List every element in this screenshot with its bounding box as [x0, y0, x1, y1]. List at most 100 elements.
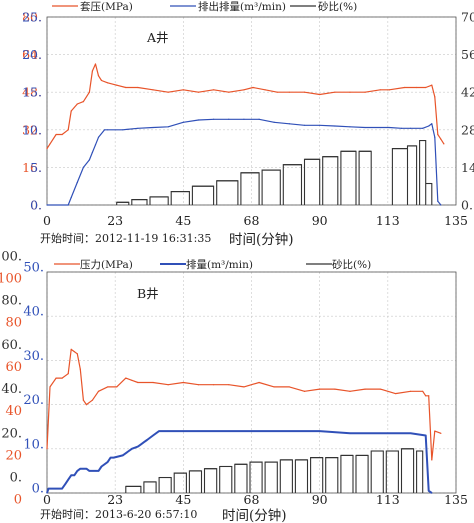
y-tick-label-0: 16.	[22, 160, 42, 175]
y-tick-label-2: 80.	[1, 294, 22, 309]
data-point-0	[131, 379, 133, 381]
data-point-0	[319, 388, 321, 390]
chart-panel-b: 0.10.20.30.40.50.0204060801000.20.40.60.…	[0, 250, 468, 523]
data-point-0	[91, 70, 94, 72]
y-tick-label-0: 48.	[22, 85, 42, 100]
data-point-0	[76, 353, 78, 355]
data-point-1	[258, 430, 260, 432]
data-point-0	[431, 84, 433, 86]
x-tick-label: 68	[244, 492, 260, 507]
data-point-0	[379, 388, 381, 390]
data-point-0	[440, 432, 442, 434]
data-point-0	[319, 93, 321, 96]
data-point-0	[431, 459, 433, 461]
y-tick-label-2: 20.	[1, 426, 22, 441]
data-point-0	[264, 89, 266, 91]
legend-entry: 排量(m³/min)	[186, 258, 253, 271]
data-point-0	[137, 86, 139, 89]
data-point-0	[258, 381, 260, 384]
data-point-0	[228, 384, 230, 386]
y-tick-label-1: 0.	[30, 198, 42, 213]
y-tick-label-0: 0.	[30, 198, 42, 213]
data-point-1	[125, 452, 127, 454]
data-point-1	[434, 136, 436, 138]
data-point-0	[388, 89, 390, 91]
x-tick-label: 45	[175, 492, 191, 507]
data-point-1	[122, 454, 124, 457]
y-tick-label-2: 56.	[461, 47, 474, 62]
data-point-0	[167, 384, 169, 386]
x-axis-label: 时间(分钟)	[229, 231, 294, 248]
start-time-label: 开始时间：2012-11-19 16:31:35	[40, 231, 211, 245]
data-point-0	[243, 89, 245, 91]
y-tick-label-1: 10.	[22, 122, 42, 137]
data-point-0	[125, 86, 127, 89]
y-tick-label-1: 20.	[22, 47, 42, 62]
data-point-0	[443, 143, 445, 145]
y-tick-label-2: 100.	[0, 250, 22, 265]
data-point-1	[152, 434, 154, 437]
x-tick-label: 113	[376, 213, 400, 228]
data-point-1	[288, 123, 290, 125]
series-line-1	[47, 118, 442, 206]
y-tick-label-0: 40.	[23, 305, 44, 320]
y-tick-label-2: 40.	[1, 382, 22, 397]
x-tick-label: 135	[444, 213, 468, 228]
data-point-0	[82, 101, 84, 103]
data-point-0	[276, 91, 278, 93]
x-tick-label: 23	[107, 492, 123, 507]
data-point-1	[79, 468, 81, 470]
data-point-0	[125, 377, 127, 379]
data-point-0	[288, 386, 290, 388]
data-point-0	[182, 89, 184, 91]
data-point-0	[364, 388, 366, 390]
data-point-0	[182, 381, 184, 384]
legend-entry: 砂比(%)	[332, 258, 371, 271]
data-point-1	[100, 465, 103, 468]
data-point-1	[228, 118, 230, 120]
series-line-0	[46, 63, 445, 149]
y-tick-label-1: 20	[5, 448, 22, 463]
data-point-1	[94, 470, 97, 472]
data-point-1	[431, 123, 433, 125]
y-tick-label-2: 0.	[461, 198, 473, 213]
data-point-0	[349, 390, 351, 392]
data-point-1	[110, 457, 112, 459]
series-stages-2	[116, 139, 433, 205]
data-point-0	[73, 350, 75, 353]
data-point-0	[440, 138, 442, 140]
x-tick-label: 45	[175, 213, 191, 228]
data-point-0	[85, 404, 87, 406]
data-point-0	[100, 79, 103, 82]
data-point-0	[116, 386, 118, 388]
y-tick-label-2: 60.	[1, 338, 22, 353]
series-line-1	[46, 430, 433, 494]
data-point-0	[213, 384, 215, 386]
y-tick-label-2: 14.	[461, 160, 474, 175]
data-point-0	[46, 448, 48, 450]
data-point-1	[47, 487, 50, 490]
data-point-1	[388, 126, 390, 129]
data-point-1	[428, 125, 430, 127]
data-point-0	[67, 129, 69, 131]
data-point-1	[422, 127, 424, 129]
data-point-0	[49, 386, 51, 388]
data-point-1	[97, 470, 100, 472]
data-point-0	[428, 395, 430, 397]
data-point-1	[88, 159, 91, 161]
data-point-0	[364, 91, 366, 93]
data-point-0	[94, 63, 97, 65]
data-point-0	[434, 96, 436, 98]
data-point-0	[55, 133, 57, 136]
data-point-0	[379, 89, 381, 91]
data-point-0	[70, 110, 72, 112]
data-point-1	[73, 474, 75, 476]
data-point-1	[82, 166, 84, 168]
plot-frame	[46, 271, 457, 494]
data-point-1	[137, 445, 139, 448]
data-point-1	[431, 492, 433, 494]
data-point-0	[334, 388, 336, 390]
y-tick-label-1: 0	[14, 493, 22, 508]
data-point-1	[213, 118, 215, 120]
